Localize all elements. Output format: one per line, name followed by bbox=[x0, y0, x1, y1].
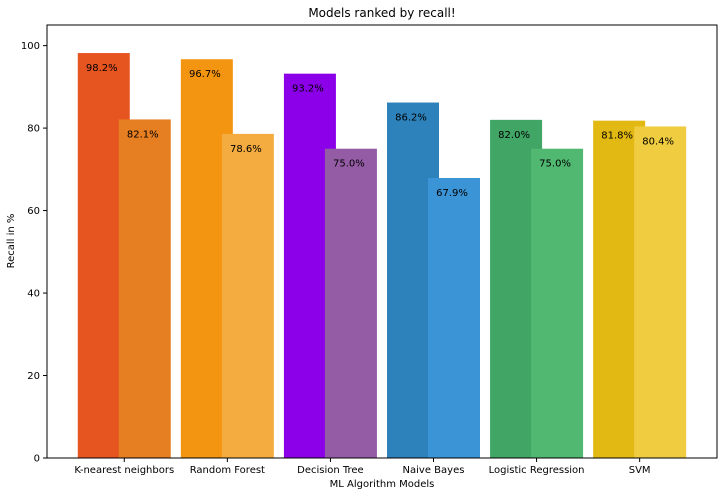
bar-2-4 bbox=[428, 177, 480, 458]
y-tick-label: 60 bbox=[27, 206, 40, 217]
bar-2-5 bbox=[531, 148, 584, 458]
plot-area: 98.2% 82.1% K-nearest neighbors 96.7% 78.6% R… bbox=[21, 24, 718, 476]
x-tick-label: K-nearest neighbors bbox=[74, 465, 174, 476]
data-label-2-1: 82.1% bbox=[127, 129, 159, 140]
x-tick-label: Decision Tree bbox=[297, 465, 364, 476]
y-axis-label: Recall in % bbox=[6, 214, 17, 269]
data-label-2-5: 75.0% bbox=[539, 159, 571, 170]
y-tick-label: 100 bbox=[21, 41, 40, 52]
bar-2-6 bbox=[634, 126, 687, 459]
data-label-2-2: 78.6% bbox=[230, 144, 262, 155]
y-tick-label: 20 bbox=[27, 371, 40, 382]
bar-2-3 bbox=[324, 148, 377, 458]
x-tick-label: SVM bbox=[629, 465, 651, 476]
data-label-1-4: 86.2% bbox=[395, 113, 427, 124]
data-label-2-4: 67.9% bbox=[436, 188, 468, 199]
x-tick-label: Naive Bayes bbox=[403, 465, 465, 476]
data-label-1-6: 81.8% bbox=[601, 131, 633, 142]
data-label-1-5: 82.0% bbox=[498, 130, 530, 141]
bar-2-1 bbox=[118, 119, 171, 458]
y-tick-label: 80 bbox=[27, 124, 40, 135]
x-tick-label: Logistic Regression bbox=[489, 465, 585, 476]
bar-2-2 bbox=[221, 133, 274, 458]
data-label-2-3: 75.0% bbox=[333, 159, 365, 170]
x-axis-label: ML Algorithm Models bbox=[330, 479, 435, 490]
y-tick-label: 40 bbox=[27, 289, 40, 300]
y-tick-label: 0 bbox=[34, 454, 40, 465]
chart-title: Models ranked by recall! bbox=[308, 6, 455, 20]
data-label-1-3: 93.2% bbox=[292, 84, 324, 95]
data-label-2-6: 80.4% bbox=[642, 136, 674, 147]
data-label-1-1: 98.2% bbox=[86, 63, 118, 74]
plot-frame bbox=[46, 24, 718, 459]
data-label-1-2: 96.7% bbox=[189, 69, 221, 80]
x-tick-label: Random Forest bbox=[190, 465, 265, 476]
